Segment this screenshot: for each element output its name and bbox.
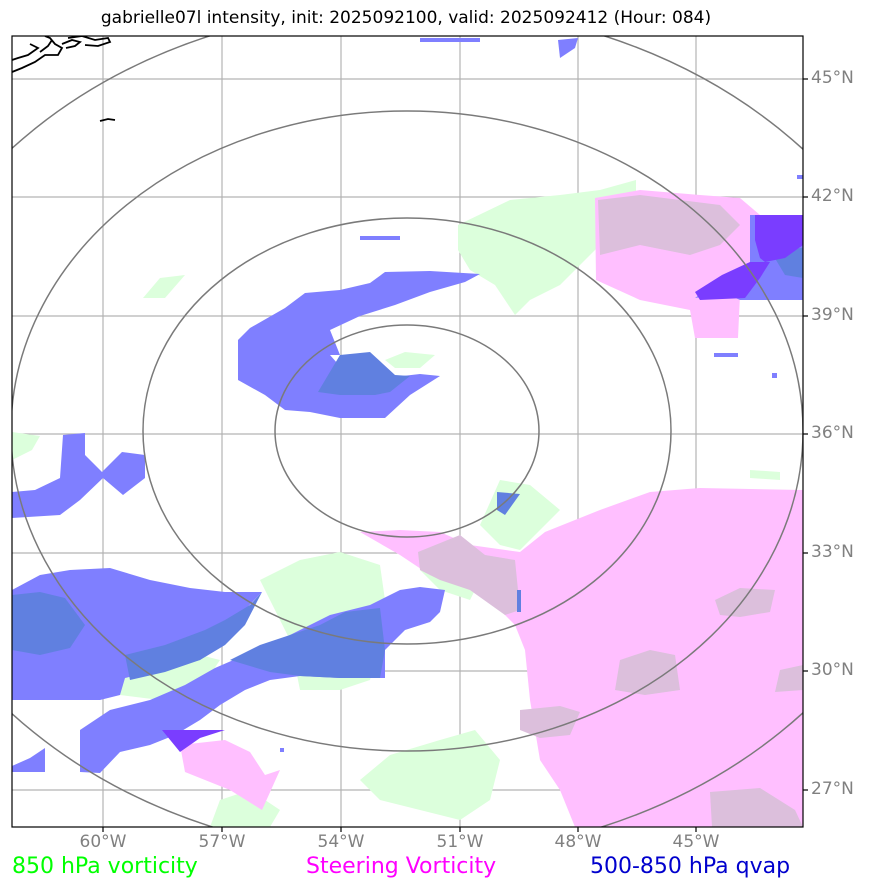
- coast-segment: [61, 39, 82, 49]
- overlap-patch: [615, 650, 680, 695]
- map-frame: [11, 35, 804, 828]
- qvap-strong-patch: [755, 215, 803, 262]
- vorticity-850-patch: [750, 470, 780, 480]
- lat-label-33n: 33°N: [811, 542, 854, 562]
- coast-segment: [12, 43, 40, 61]
- qvap-overlap-patch: [517, 590, 521, 612]
- range-rings: [12, 36, 803, 827]
- legend-qvap: 500-850 hPa qvap: [590, 854, 791, 879]
- vorticity-850-patch: [458, 180, 636, 315]
- coastline: [12, 36, 116, 122]
- vorticity-850-patch: [143, 275, 185, 298]
- lon-label-48w: 48°W: [554, 832, 602, 852]
- vorticity-850-patch: [360, 730, 500, 820]
- lat-label-36n: 36°N: [811, 423, 854, 443]
- qvap-patch: [12, 568, 262, 700]
- lon-label-45w: 45°W: [672, 832, 720, 852]
- legend-steering-vorticity: Steering Vorticity: [306, 854, 497, 879]
- qvap-patch: [12, 748, 45, 772]
- lon-label-54w: 54°W: [317, 832, 365, 852]
- map-title: gabrielle07l intensity, init: 2025092100…: [100, 8, 712, 28]
- steering-vorticity-patch: [180, 740, 280, 810]
- qvap-overlap-patch: [125, 592, 262, 680]
- lat-label-39n: 39°N: [811, 305, 854, 325]
- lon-label-51w: 51°W: [436, 832, 484, 852]
- lat-label-45n: 45°N: [811, 68, 854, 88]
- qvap-patch: [772, 373, 777, 378]
- qvap-patch: [714, 353, 738, 357]
- qvap-overlap-patch: [12, 592, 85, 655]
- qvap-overlap-patch: [230, 608, 385, 678]
- qvap-overlap: [12, 248, 803, 680]
- overlap-patch: [418, 535, 520, 615]
- vorticity-850-patch: [385, 352, 435, 368]
- coast-segment: [99, 118, 116, 122]
- qvap-patch: [558, 38, 578, 58]
- range-ring-inner: [274, 324, 540, 538]
- lat-label-27n: 27°N: [811, 779, 854, 799]
- lat-label-30n: 30°N: [811, 660, 854, 680]
- overlap-patch: [715, 588, 775, 617]
- axis-ticks: [102, 78, 808, 832]
- qvap-patch: [360, 236, 400, 240]
- lat-label-42n: 42°N: [811, 186, 854, 206]
- qvap-strong-patch: [162, 730, 225, 752]
- qvap-patch: [280, 748, 284, 752]
- coast-segment: [67, 36, 112, 47]
- legend-850-vorticity: 850 hPa vorticity: [12, 854, 198, 879]
- overlap-patch: [775, 665, 803, 692]
- vorticity-850-patch: [12, 432, 40, 460]
- qvap-overlap-patch: [497, 492, 520, 515]
- qvap-patch: [238, 271, 480, 418]
- qvap-patch: [12, 433, 145, 518]
- overlap-patch: [710, 788, 803, 827]
- overlap-patch: [598, 195, 740, 255]
- lon-label-60w: 60°W: [79, 832, 127, 852]
- range-ring-3: [12, 110, 803, 752]
- steering-vorticity-overlap: [418, 195, 803, 827]
- range-ring-2: [142, 217, 672, 645]
- lon-label-57w: 57°W: [198, 832, 246, 852]
- qvap-patch: [797, 175, 803, 179]
- coast-segment: [39, 39, 53, 53]
- qvap-overlap-patch: [318, 352, 410, 395]
- qvap-patch: [420, 38, 480, 42]
- overlap-patch: [520, 706, 580, 738]
